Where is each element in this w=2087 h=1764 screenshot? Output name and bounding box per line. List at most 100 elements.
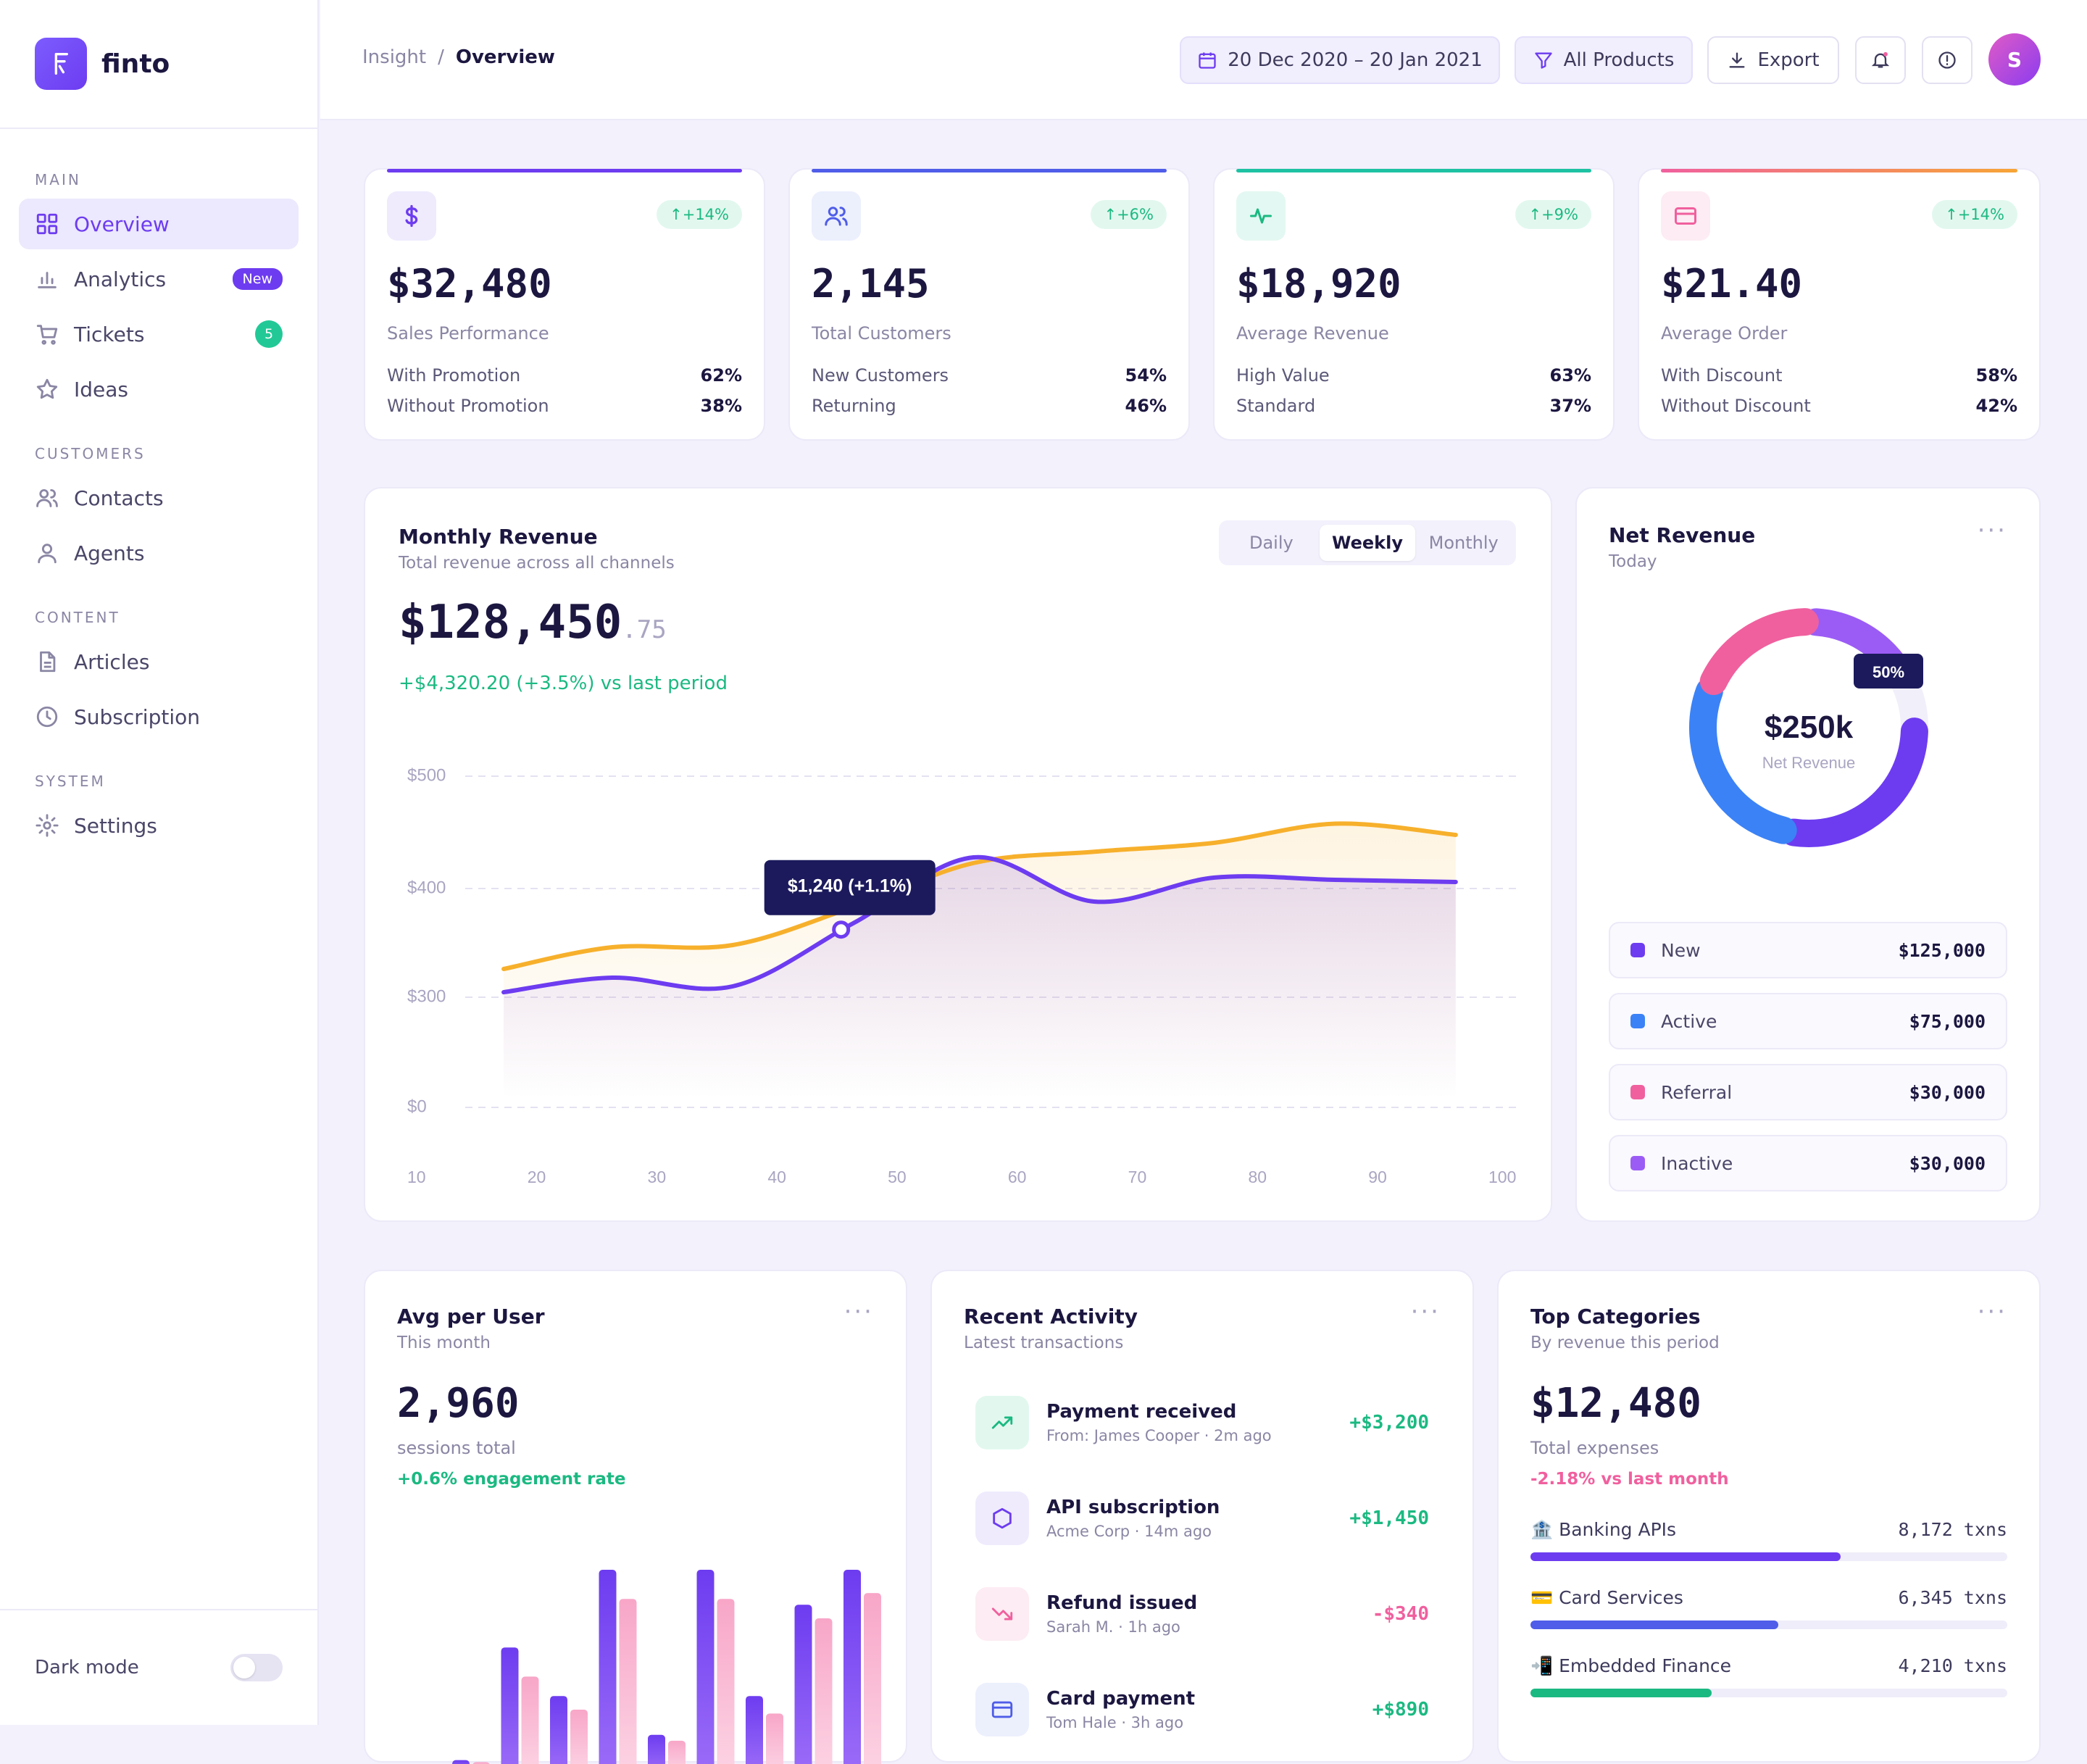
breadcrumb: Insight / Overview — [362, 46, 555, 68]
more-options-icon[interactable]: ··· — [1977, 516, 2007, 545]
kpi-delta-value: +14% — [682, 206, 729, 223]
x-tick-label: 70 — [1128, 1168, 1147, 1186]
sidebar-item-label: Settings — [74, 813, 157, 838]
legend-row-inactive: Inactive $30,000 — [1609, 1135, 2007, 1191]
sidebar-item-tickets[interactable]: Tickets 5 — [19, 309, 299, 359]
activity-item[interactable]: Card payment Tom Hale · 3h ago +$890 — [975, 1677, 1429, 1742]
engagement-change: +0.6% engagement rate — [397, 1470, 626, 1489]
tab-daily[interactable]: Daily — [1249, 533, 1294, 553]
kpi-row-value: 46% — [1125, 396, 1167, 416]
bell-icon — [1871, 51, 1890, 68]
bar-primary — [550, 1696, 567, 1764]
sidebar-item-contacts[interactable]: Contacts — [19, 473, 299, 523]
category-txns: 8,172 txns — [1898, 1519, 2007, 1540]
bar-secondary — [521, 1676, 539, 1764]
trend-down-icon — [975, 1587, 1029, 1641]
sidebar-item-analytics[interactable]: Analytics New — [19, 254, 299, 304]
category-label: 💳 Card Services — [1530, 1587, 1683, 1608]
user-icon — [35, 541, 59, 565]
activity-title: Payment received — [1046, 1401, 1237, 1423]
category-row: 🏦 Banking APIs 8,172 txns — [1530, 1519, 2007, 1561]
avg-user-bar-chart — [452, 1570, 881, 1764]
export-button[interactable]: Export — [1707, 36, 1839, 84]
total-revenue: $128,450 .75 — [399, 596, 667, 649]
clock-icon — [35, 704, 59, 729]
dark-mode-toggle[interactable] — [230, 1654, 283, 1681]
more-options-icon[interactable]: ··· — [843, 1297, 874, 1326]
activity-amount: +$3,200 — [1349, 1412, 1429, 1434]
tab-monthly[interactable]: Monthly — [1428, 533, 1499, 553]
kpi-accent-bar — [387, 169, 742, 172]
card-title: Monthly Revenue — [399, 525, 598, 549]
nav-section-content: CONTENT — [35, 609, 120, 626]
sidebar-item-agents[interactable]: Agents — [19, 528, 299, 578]
kpi-label: Average Revenue — [1236, 323, 1389, 344]
activity-amount: +$1,450 — [1349, 1507, 1429, 1529]
more-options-icon[interactable]: ··· — [1977, 1297, 2007, 1326]
kpi-delta-badge: ↑ +6% — [1091, 200, 1167, 229]
legend-label: Inactive — [1661, 1152, 1733, 1174]
kpi-card-revenue: ↑ +9% $18,920 Average Revenue High Value… — [1213, 168, 1615, 441]
sidebar-item-label: Analytics — [74, 267, 167, 291]
legend-swatch — [1630, 943, 1645, 957]
kpi-value: $18,920 — [1236, 261, 1401, 307]
sidebar-item-ideas[interactable]: Ideas — [19, 364, 299, 415]
tab-weekly[interactable]: Weekly — [1319, 525, 1416, 561]
brand[interactable]: finto — [0, 0, 317, 129]
net-revenue-donut-chart: $250k Net Revenue 50% — [1689, 608, 1928, 847]
x-tick-label: 80 — [1248, 1168, 1267, 1186]
sidebar-item-label: Ideas — [74, 377, 129, 402]
donut-callout-label: 50% — [1873, 663, 1904, 681]
tooltip-box — [764, 860, 936, 915]
bar-secondary — [668, 1740, 686, 1764]
kpi-breakdown-row: With Promotion 62% — [387, 365, 742, 386]
date-range-label: 20 Dec 2020 – 20 Jan 2021 — [1228, 49, 1483, 71]
credit-card-icon — [1661, 191, 1710, 241]
nav-section-system: SYSTEM — [35, 773, 106, 790]
kpi-label: Sales Performance — [387, 323, 549, 344]
more-options-icon[interactable]: ··· — [1410, 1297, 1441, 1326]
bar-chart-icon — [35, 267, 59, 291]
activity-title: API subscription — [1046, 1497, 1220, 1518]
avatar[interactable]: S — [1988, 33, 2041, 86]
notifications-button[interactable] — [1855, 36, 1906, 84]
sidebar-item-settings[interactable]: Settings — [19, 800, 299, 851]
info-button[interactable] — [1922, 36, 1973, 84]
comparison-series-line — [501, 821, 1458, 971]
bar-secondary — [766, 1713, 783, 1764]
x-tick-label: 50 — [888, 1168, 907, 1186]
legend-swatch — [1630, 1156, 1645, 1170]
top-bar: Insight / Overview 20 Dec 2020 – 20 Jan 20… — [320, 0, 2087, 120]
dark-mode-row: Dark mode — [0, 1609, 317, 1725]
sidebar-item-subscription[interactable]: Subscription — [19, 691, 299, 742]
kpi-delta-value: +6% — [1117, 206, 1154, 223]
cart-icon — [35, 322, 59, 346]
grid-icon — [35, 212, 59, 236]
all-products-filter[interactable]: All Products — [1515, 36, 1693, 84]
kpi-row-value: 37% — [1549, 396, 1591, 416]
kpi-breakdown-row: Standard 37% — [1236, 396, 1591, 416]
legend-row-active: Active $75,000 — [1609, 993, 2007, 1049]
calendar-icon — [1199, 52, 1216, 69]
kpi-card-sales: ↑ +14% $32,480 Sales Performance With Pr… — [364, 168, 765, 441]
kpi-accent-bar — [1236, 169, 1591, 172]
bar-primary — [746, 1696, 763, 1764]
legend-row-new: New $125,000 — [1609, 922, 2007, 978]
kpi-accent-bar — [1661, 169, 2017, 172]
card-title: Recent Activity — [964, 1305, 1138, 1328]
date-range-button[interactable]: 20 Dec 2020 – 20 Jan 2021 — [1180, 36, 1500, 84]
breadcrumb-parent[interactable]: Insight — [362, 46, 427, 68]
y-tick-label: $400 — [407, 878, 446, 897]
bar-primary — [843, 1570, 861, 1764]
card-subtitle: Latest transactions — [964, 1334, 1124, 1352]
activity-subtitle: From: James Cooper · 2m ago — [1046, 1427, 1272, 1444]
sidebar-item-articles[interactable]: Articles — [19, 636, 299, 687]
nav-section-customers: CUSTOMERS — [35, 445, 146, 462]
filter-icon — [1534, 52, 1552, 69]
activity-item[interactable]: Refund issued Sarah M. · 1h ago -$340 — [975, 1581, 1429, 1647]
kpi-card-customers: ↑ +6% 2,145 Total Customers New Customer… — [788, 168, 1190, 441]
activity-item[interactable]: Payment received From: James Cooper · 2m … — [975, 1390, 1429, 1455]
category-row: 📲 Embedded Finance 4,210 txns — [1530, 1655, 2007, 1697]
activity-item[interactable]: API subscription Acme Corp · 14m ago +$1,… — [975, 1486, 1429, 1551]
sidebar-item-overview[interactable]: Overview — [19, 199, 299, 249]
